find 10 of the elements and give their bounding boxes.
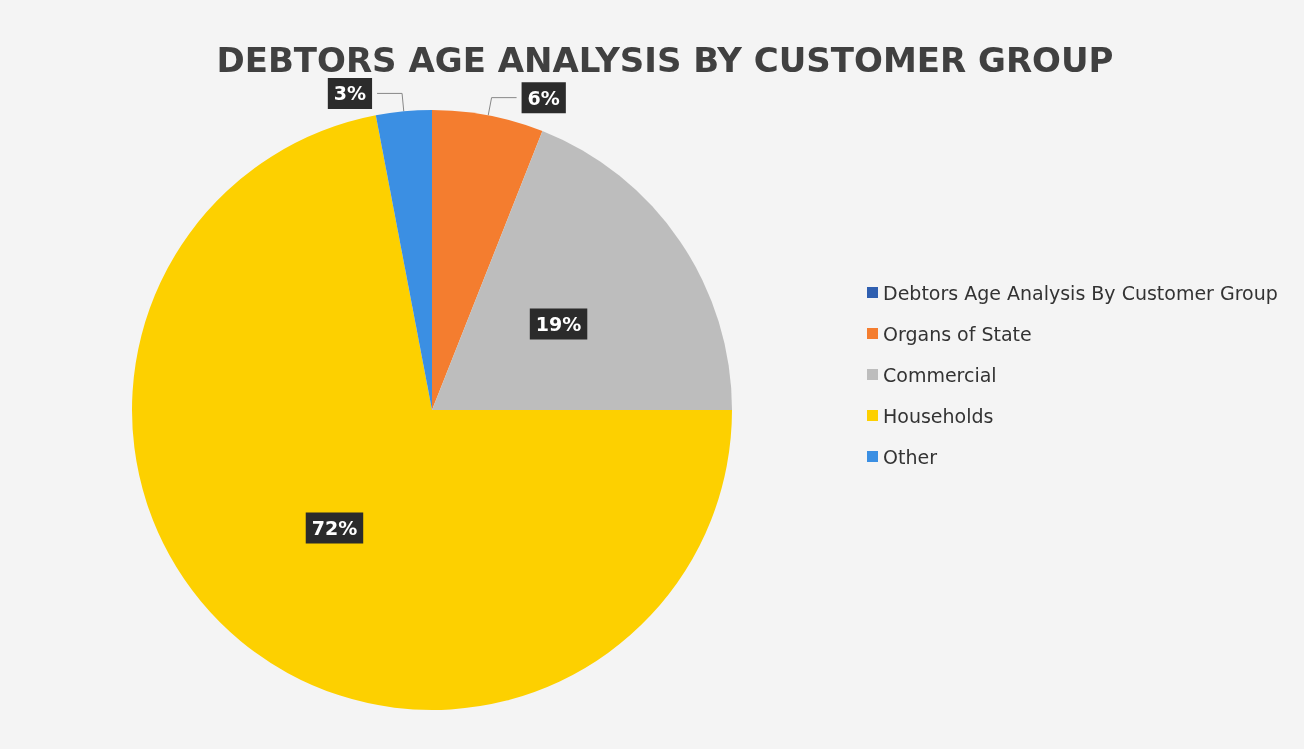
data-label: 72% — [311, 516, 358, 539]
legend-label: Debtors Age Analysis By Customer Group — [883, 281, 1278, 304]
data-label: 3% — [333, 82, 367, 105]
data-label: 6% — [527, 86, 560, 109]
legend-label: Households — [883, 404, 994, 427]
legend-label: Commercial — [883, 363, 997, 386]
legend-label: Other — [883, 445, 938, 468]
chart-title: DEBTORS AGE ANALYSIS BY CUSTOMER GROUP — [216, 40, 1114, 80]
legend-label: Organs of State — [883, 322, 1032, 345]
data-label: 19% — [535, 313, 582, 335]
